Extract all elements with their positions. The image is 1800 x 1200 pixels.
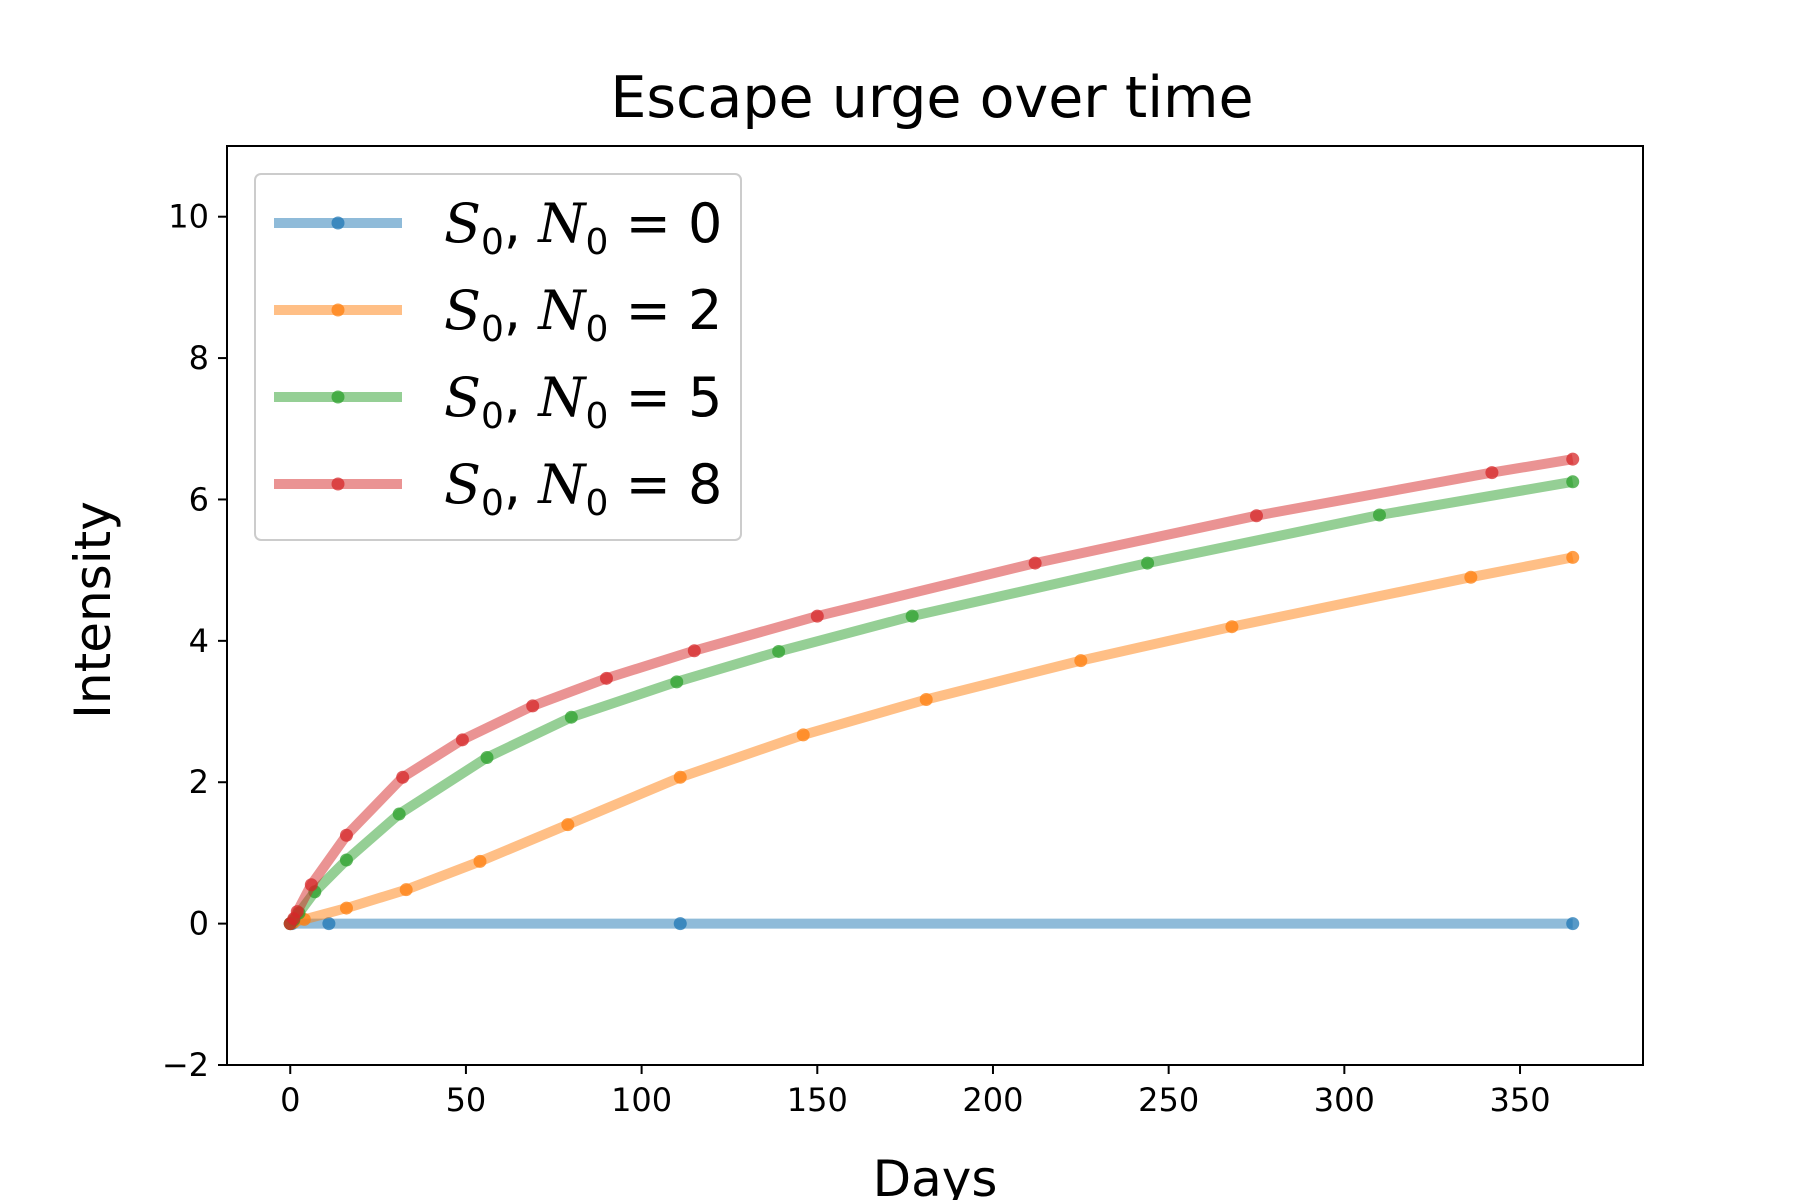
data-point <box>1566 550 1580 564</box>
legend-item: S0, N0 = 5 <box>274 366 722 437</box>
y-tick-label: −2 <box>162 1046 209 1084</box>
data-point <box>561 818 575 832</box>
y-axis: −2 0 2 4 6 8 10 <box>162 198 227 1084</box>
data-point <box>772 644 786 658</box>
y-tick-label: 6 <box>189 480 209 518</box>
data-point <box>1566 452 1580 466</box>
legend-label: S0, N0 = 5 <box>444 366 722 437</box>
data-point <box>673 917 687 931</box>
data-point <box>322 917 336 931</box>
legend-label: S0, N0 = 8 <box>444 453 722 524</box>
x-axis: 0 50 100 150 200 250 300 350 <box>280 1065 1551 1119</box>
y-tick-label: 4 <box>189 622 209 660</box>
data-point <box>670 675 684 689</box>
legend-marker <box>331 303 345 317</box>
x-axis-label: Days <box>873 1150 998 1200</box>
data-point <box>473 854 487 868</box>
data-point <box>339 828 353 842</box>
legend-marker <box>331 216 345 230</box>
legend-item: S0, N0 = 2 <box>274 279 722 350</box>
data-point <box>796 728 810 742</box>
data-point <box>455 733 469 747</box>
x-tick-label: 300 <box>1314 1081 1375 1119</box>
legend-marker <box>331 477 345 491</box>
x-tick-label: 250 <box>1138 1081 1199 1119</box>
data-point <box>1249 509 1263 523</box>
series-0 <box>283 917 1580 931</box>
legend: S0, N0 = 0 S0, N0 = 2 S0, N0 = 5 S0, N0 = 8 <box>254 173 742 541</box>
data-point <box>339 853 353 867</box>
y-axis-label: Intensity <box>64 501 122 719</box>
plot-frame <box>226 145 1644 1066</box>
x-tick-label: 100 <box>611 1081 672 1119</box>
data-point <box>1485 466 1499 480</box>
series-line <box>288 552 1574 929</box>
x-tick-label: 50 <box>446 1081 487 1119</box>
data-point <box>399 883 413 897</box>
data-point <box>687 644 701 658</box>
legend-box <box>254 173 742 541</box>
data-point <box>599 671 613 685</box>
legend-label: S0, N0 = 0 <box>444 192 722 263</box>
data-point <box>919 693 933 707</box>
legend-marker <box>331 390 345 404</box>
data-point <box>1141 556 1155 570</box>
data-point <box>1372 508 1386 522</box>
data-point <box>304 878 318 892</box>
data-point <box>673 770 687 784</box>
legend-item: S0, N0 = 0 <box>274 192 722 263</box>
data-point <box>526 699 540 713</box>
data-point <box>564 710 578 724</box>
data-point <box>1464 570 1478 584</box>
data-point <box>290 905 304 919</box>
data-point <box>905 609 919 623</box>
x-tick-label: 350 <box>1489 1081 1550 1119</box>
y-tick-label: 0 <box>189 905 209 943</box>
data-point <box>1566 475 1580 489</box>
data-point <box>1074 654 1088 668</box>
x-tick-label: 0 <box>280 1081 300 1119</box>
y-tick-label: 8 <box>189 339 209 377</box>
data-point <box>1225 620 1239 634</box>
data-point <box>480 750 494 764</box>
y-tick-label: 10 <box>168 198 209 236</box>
chart-title: Escape urge over time <box>610 65 1253 131</box>
x-tick-label: 150 <box>787 1081 848 1119</box>
data-point <box>392 807 406 821</box>
data-point <box>810 609 824 623</box>
legend-item: S0, N0 = 8 <box>274 453 722 524</box>
data-point <box>1028 556 1042 570</box>
data-point <box>339 901 353 915</box>
x-tick-label: 200 <box>962 1081 1023 1119</box>
series-3 <box>283 452 1580 931</box>
plot-area <box>283 452 1580 931</box>
data-point <box>396 770 410 784</box>
y-tick-label: 2 <box>189 763 209 801</box>
data-point <box>1566 917 1580 931</box>
legend-label: S0, N0 = 2 <box>444 279 722 350</box>
